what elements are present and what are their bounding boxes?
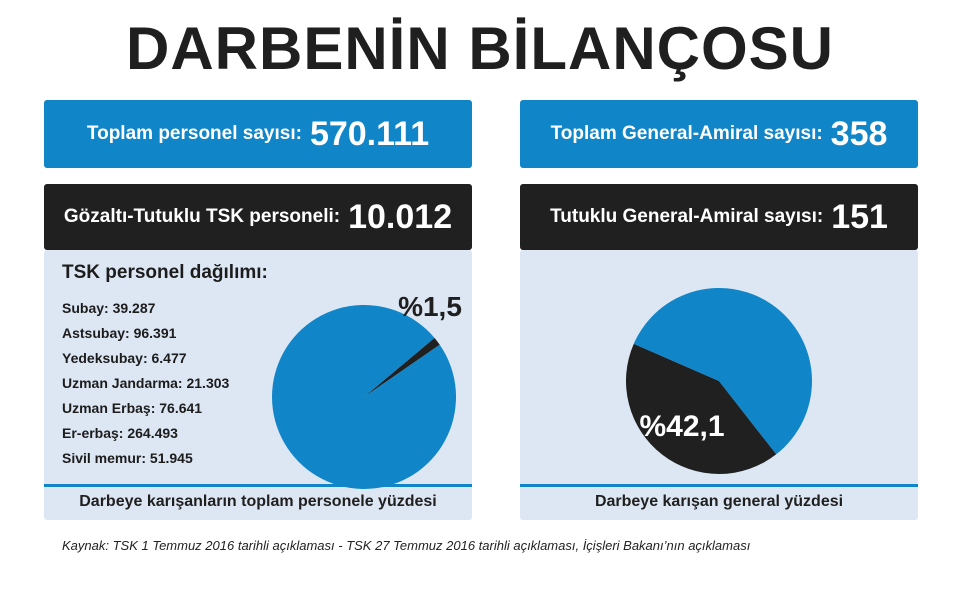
source-note: Kaynak: TSK 1 Temmuz 2016 tarihli açıkla… [62, 538, 751, 553]
total-general-value: 358 [830, 114, 888, 153]
pie-percent-label: %1,5 [398, 291, 462, 322]
caption-divider [520, 484, 918, 487]
detained-personnel-value: 10.012 [348, 197, 453, 236]
detained-personnel-banner: Gözaltı-Tutuklu TSK personeli: 10.012 [44, 184, 472, 250]
pie-slice-other [633, 288, 812, 455]
detained-general-value: 151 [831, 197, 888, 236]
page-title: DARBENİN BİLANÇOSU [126, 15, 834, 82]
total-general-label: Toplam General-Amiral sayısı: [550, 123, 823, 144]
pie-percent-label: %42,1 [639, 410, 724, 443]
distribution-item-yedeksubay: Yedeksubay: 6.477 [62, 350, 187, 366]
personnel-distribution-panel: TSK personel dağılımı: Subay: 39.287 Ast… [44, 250, 472, 520]
detained-personnel-label: Gözaltı-Tutuklu TSK personeli: [63, 206, 341, 227]
total-personnel-value: 570.111 [309, 114, 430, 153]
detained-general-label: Tutuklu General-Amiral sayısı: [550, 206, 824, 227]
distribution-list: Subay: 39.287 Astsubay: 96.391 Yedeksuba… [62, 296, 229, 471]
caption-divider [44, 484, 472, 487]
general-pie-panel: %42,1 Darbeye karışan general yüzdesi [520, 250, 918, 520]
distribution-item-er-erbas: Er-erbaş: 264.493 [62, 425, 178, 441]
distribution-item-uzman-jandarma: Uzman Jandarma: 21.303 [62, 375, 230, 391]
total-general-banner: Toplam General-Amiral sayısı: 358 [520, 100, 918, 168]
personnel-pie-caption: Darbeye karışanların toplam personele yü… [79, 493, 437, 510]
pie-slice-other [272, 305, 456, 489]
total-personnel-banner: Toplam personel sayısı: 570.111 [44, 100, 472, 168]
distribution-item-sivil-memur: Sivil memur: 51.945 [62, 450, 193, 466]
distribution-title: TSK personel dağılımı: [62, 262, 268, 283]
distribution-item-uzman-erbas: Uzman Erbaş: 76.641 [62, 400, 203, 416]
distribution-item-astsubay: Astsubay: 96.391 [62, 325, 177, 341]
personnel-pie-chart: %1,5 [272, 291, 462, 489]
detained-general-banner: Tutuklu General-Amiral sayısı: 151 [520, 184, 918, 250]
general-pie-caption: Darbeye karışan general yüzdesi [594, 493, 844, 510]
pie-slice-involved [626, 343, 777, 474]
total-personnel-label: Toplam personel sayısı: [86, 123, 302, 144]
pie-slice-involved [364, 337, 440, 397]
general-pie-chart: %42,1 [626, 288, 812, 474]
distribution-item-subay: Subay: 39.287 [62, 300, 156, 316]
